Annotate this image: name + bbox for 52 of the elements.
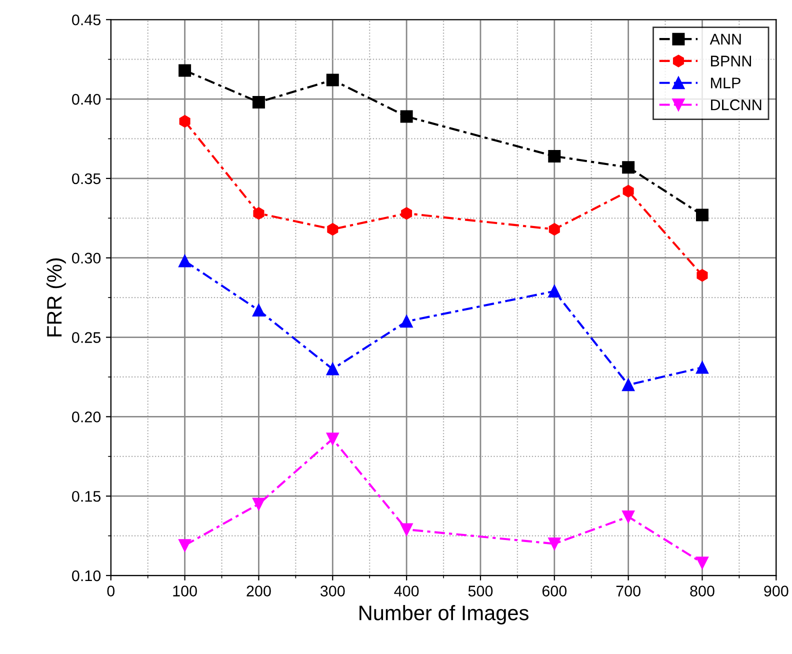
legend-label: BPNN (711, 56, 751, 66)
point (696, 269, 708, 282)
point (696, 556, 708, 570)
x-tick-label: 600 (542, 586, 567, 596)
y-tick-label: 0.35 (72, 173, 101, 184)
point (548, 284, 561, 298)
point (326, 74, 339, 86)
point (548, 538, 561, 550)
point (178, 254, 192, 268)
y-tick-label: 0.45 (72, 14, 101, 26)
y-axis-title: FRR (%) (46, 258, 66, 336)
x-axis-title: Number of Images (360, 605, 528, 624)
point (622, 184, 634, 198)
point (400, 523, 413, 536)
y-tick-label: 0.15 (72, 490, 101, 502)
point (178, 539, 192, 552)
x-tick-label: 0 (107, 586, 115, 596)
y-tick-label: 0.30 (72, 252, 101, 264)
legend-label: ANN (710, 34, 741, 44)
x-tick-label: 500 (468, 586, 493, 596)
point (400, 110, 413, 123)
point (178, 64, 192, 77)
legend-label: DLCNN (711, 99, 762, 110)
x-tick-label: 800 (690, 586, 714, 596)
point (548, 223, 560, 236)
x-tick-label: 300 (320, 586, 345, 596)
y-tick-label: 0.10 (72, 570, 101, 582)
legend-label: MLP (711, 78, 740, 88)
x-tick-label: 400 (394, 586, 419, 596)
point (696, 208, 708, 222)
point (326, 432, 339, 446)
y-tick-label: 0.20 (72, 412, 101, 422)
point (548, 150, 561, 162)
point (696, 361, 708, 374)
point (252, 96, 265, 108)
point (179, 115, 190, 128)
point (252, 304, 265, 317)
point (622, 378, 635, 392)
x-tick-label: 900 (764, 586, 788, 596)
point (400, 315, 413, 328)
point (622, 510, 635, 524)
point (253, 207, 264, 220)
point (401, 207, 412, 220)
x-tick-label: 700 (616, 586, 640, 596)
x-tick-label: 100 (173, 586, 197, 596)
point (252, 498, 265, 510)
point (326, 362, 339, 376)
point (622, 161, 635, 174)
x-tick-label: 200 (246, 586, 271, 596)
point (327, 223, 338, 236)
y-tick-label: 0.25 (72, 332, 101, 343)
y-tick-label: 0.40 (72, 94, 101, 105)
